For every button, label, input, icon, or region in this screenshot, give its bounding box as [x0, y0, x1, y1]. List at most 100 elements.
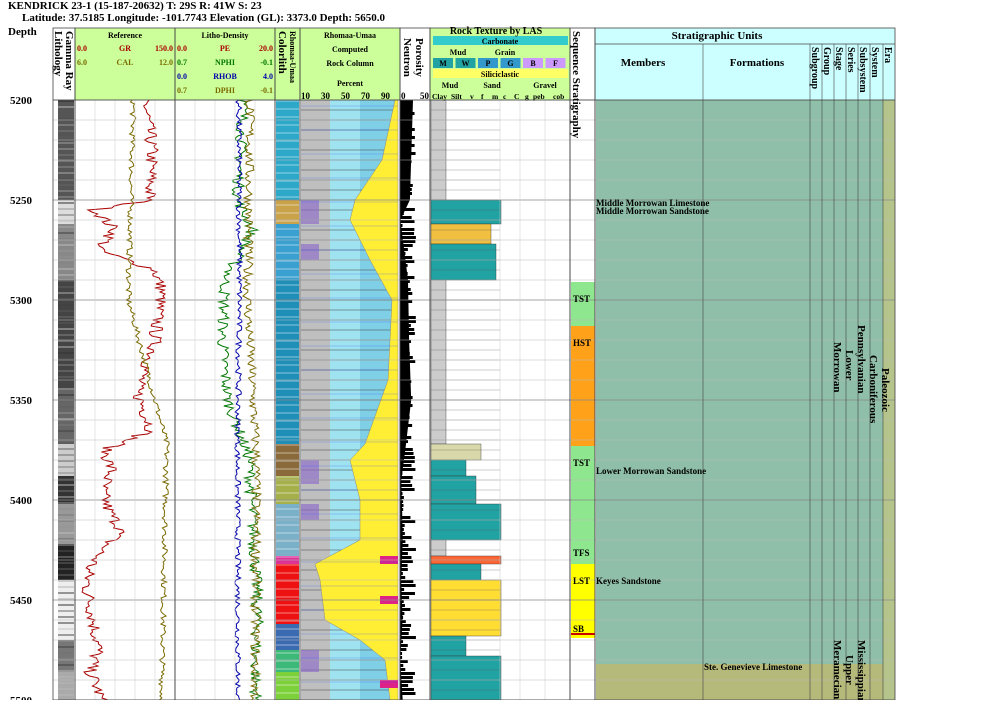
- neutron-spike: [400, 156, 410, 159]
- porosity-tick: 50: [420, 91, 430, 101]
- gamma-stripe: [58, 346, 74, 348]
- neutron-spike: [400, 184, 413, 187]
- gamma-stripe: [58, 550, 74, 552]
- sequence-band: [571, 326, 595, 446]
- track-frame: [74, 27, 176, 701]
- gamma-stripe: [58, 514, 74, 516]
- neutron-spike: [400, 360, 416, 363]
- colorlith-stripe: [276, 612, 299, 614]
- colorlith-stripe: [276, 340, 299, 342]
- computed-header: Computed: [332, 45, 369, 54]
- neutron-spike: [400, 264, 408, 267]
- neutron-spike: [400, 584, 416, 587]
- gamma-stripe: [58, 304, 74, 306]
- gamma-stripe: [58, 154, 74, 156]
- neutron-spike: [400, 332, 415, 335]
- colorlith-stripe: [276, 564, 299, 566]
- grain-label: Grain: [495, 48, 516, 57]
- neutron-spike: [400, 672, 415, 675]
- sequence-header: Sequence Stratigraphy: [570, 31, 582, 139]
- neutron-spike: [400, 680, 413, 683]
- colorlith-stripe: [276, 452, 299, 454]
- colorlith-stripe: [276, 108, 299, 110]
- gamma-stripe: [58, 316, 74, 318]
- neutron-spike: [400, 160, 412, 163]
- lithology-band: [58, 640, 74, 672]
- colorlith-stripe: [276, 164, 299, 166]
- colorlith-band: [276, 504, 299, 556]
- neutron-spike: [400, 308, 405, 311]
- neutron-spike: [400, 400, 408, 403]
- gamma-stripe: [58, 262, 74, 264]
- neutron-spike: [400, 624, 412, 627]
- colorlith-stripe: [276, 284, 299, 286]
- colorlith-band: [276, 280, 299, 444]
- neutron-spike: [400, 316, 416, 319]
- gamma-stripe: [58, 406, 74, 408]
- curve-name: RHOB: [213, 72, 237, 81]
- neutron-spike: [400, 284, 407, 287]
- texture-bar: [430, 459, 467, 477]
- rhomaa-header: Rhomaa-Umaa: [324, 31, 376, 40]
- rank-label: Era: [882, 47, 893, 63]
- gamma-stripe: [58, 466, 74, 468]
- gamma-stripe: [58, 184, 74, 186]
- colorlith-stripe: [276, 516, 299, 518]
- colorlith-stripe: [276, 540, 299, 542]
- curve-name: CAL: [117, 58, 134, 67]
- carbonate-label: Carbonate: [482, 37, 519, 46]
- percent-tick: 70: [361, 91, 371, 101]
- neutron-spike: [400, 520, 416, 523]
- reference-header-bg: [75, 28, 175, 100]
- neutron-spike: [400, 612, 405, 615]
- gamma-stripe: [58, 670, 74, 672]
- texture-bar: [430, 579, 502, 637]
- colorlith-stripe: [276, 436, 299, 438]
- member-label: Middle Morrowan Limestone: [596, 198, 709, 208]
- neutron-spike: [400, 388, 410, 391]
- neutron-spike: [400, 340, 412, 343]
- neutron-spike: [400, 496, 404, 499]
- texture-bar: [430, 279, 447, 445]
- carb-code-box: [455, 58, 476, 68]
- gamma-stripe: [58, 256, 74, 258]
- neutron-spike: [400, 372, 409, 375]
- neutron-spike: [400, 420, 405, 423]
- carb-code-box: [478, 58, 498, 68]
- gamma-stripe: [58, 490, 74, 492]
- clastic-code: f: [481, 92, 484, 101]
- strat-units-header: Stratigraphic Units: [672, 30, 763, 42]
- neutron-spike: [400, 352, 410, 355]
- neutron-spike: [400, 460, 415, 463]
- colorlith-stripe: [276, 692, 299, 694]
- colorlith-band: [276, 200, 299, 224]
- colorlith-stripe: [276, 636, 299, 638]
- colorlith-stripe: [276, 292, 299, 294]
- track-backgrounds: [75, 28, 895, 100]
- neutron-spike: [400, 384, 410, 387]
- gamma-stripe: [58, 160, 74, 162]
- colorlith-stripe: [276, 628, 299, 630]
- track-frames: [52, 27, 896, 701]
- colorlith-band: [276, 650, 299, 672]
- porosity-header: Porosity: [413, 38, 425, 77]
- neutron-spike: [400, 548, 416, 551]
- neutron-spike: [400, 640, 404, 643]
- neutron-spike: [400, 204, 404, 207]
- well-title: KENDRICK 23-1 (15-187-20632) T: 29S R: 4…: [8, 0, 262, 12]
- neutron-spike: [400, 500, 404, 503]
- colorlith-stripe: [276, 412, 299, 414]
- stage-label-miss: Upper: [843, 655, 855, 685]
- colorlith-stripe: [276, 100, 299, 102]
- depth-tick-label: 5200: [10, 95, 33, 107]
- neutron-spike: [400, 256, 413, 259]
- curve-max: -0.1: [260, 58, 273, 67]
- neutron-spike: [400, 536, 412, 539]
- track-labels: TST HST TST TFS LST SB Middle Morrowan Limesto…: [10, 26, 893, 705]
- neutron-spike: [400, 128, 415, 131]
- neutron-spike: [400, 396, 413, 399]
- gamma-stripe: [58, 610, 74, 612]
- formations-header: Formations: [730, 57, 785, 69]
- colorlith-stripe: [276, 484, 299, 486]
- sand-label: Sand: [483, 81, 501, 90]
